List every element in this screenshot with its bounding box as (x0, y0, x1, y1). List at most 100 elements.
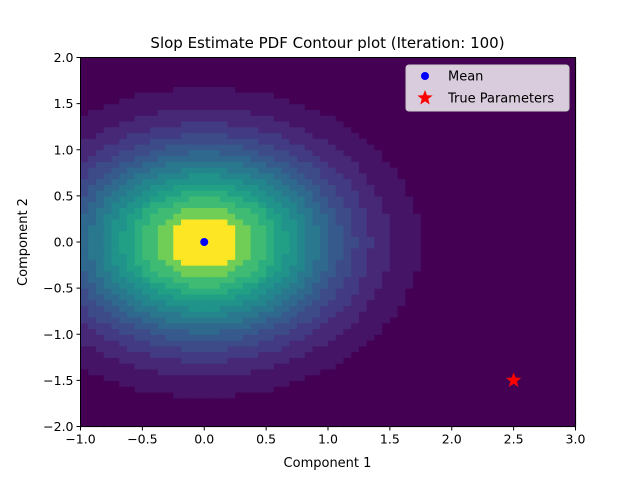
heatmap-cell (88, 386, 97, 393)
heatmap-cell (358, 363, 368, 370)
heatmap-cell (521, 380, 530, 387)
heatmap-cell (328, 161, 337, 168)
heatmap-cell (413, 218, 422, 226)
heatmap-cell (374, 178, 383, 185)
heatmap-cell (266, 138, 275, 145)
heatmap-cell (536, 414, 546, 422)
heatmap-cell (459, 207, 468, 214)
heatmap-cell (560, 322, 569, 330)
heatmap-cell (219, 351, 229, 358)
heatmap-cell (374, 397, 383, 405)
heatmap-cell (420, 316, 430, 324)
heatmap-cell (103, 201, 113, 209)
heatmap-cell (281, 184, 290, 191)
heatmap-cell (227, 138, 236, 145)
heatmap-cell (173, 288, 182, 295)
heatmap-cell (165, 363, 174, 370)
heatmap-cell (196, 103, 205, 110)
heatmap-cell (119, 340, 128, 347)
heatmap-cell (297, 190, 306, 197)
heatmap-cell (312, 109, 321, 116)
heatmap-cell (382, 115, 391, 122)
heatmap-cell (366, 340, 375, 347)
heatmap-cell (88, 149, 97, 157)
heatmap-cell (505, 155, 515, 162)
heatmap-cell (405, 328, 414, 335)
y-tick-label: 1.0 (54, 142, 74, 157)
heatmap-cell (242, 201, 252, 209)
heatmap-cell (150, 126, 159, 134)
heatmap-cell (126, 391, 136, 399)
heatmap-cell (235, 69, 244, 76)
heatmap-cell (420, 391, 430, 399)
heatmap-cell (351, 74, 360, 82)
heatmap-cell (250, 184, 259, 191)
heatmap-cell (150, 57, 159, 64)
heatmap-cell (142, 391, 151, 399)
heatmap-cell (88, 270, 97, 278)
heatmap-cell (536, 305, 546, 312)
heatmap-cell (119, 386, 128, 393)
heatmap-cell (521, 270, 530, 278)
heatmap-cell (474, 143, 484, 151)
heatmap-cell (173, 63, 182, 70)
heatmap-cell (119, 311, 128, 318)
heatmap-cell (366, 172, 375, 180)
heatmap-cell (235, 155, 244, 162)
heatmap-cell (467, 351, 476, 358)
heatmap-cell (235, 391, 244, 399)
heatmap-cell (211, 414, 221, 422)
heatmap-cell (235, 259, 244, 266)
heatmap-cell (389, 253, 399, 260)
heatmap-cell (420, 409, 430, 416)
heatmap-cell (374, 259, 383, 266)
heatmap-cell (211, 363, 221, 370)
heatmap-cell (474, 120, 484, 128)
heatmap-cell (289, 195, 298, 203)
heatmap-cell (560, 190, 569, 197)
heatmap-cell (436, 334, 445, 341)
heatmap-cell (366, 368, 375, 376)
heatmap-cell (111, 282, 120, 289)
heatmap-cell (459, 143, 468, 151)
heatmap-cell (80, 224, 89, 232)
heatmap-cell (405, 414, 414, 422)
heatmap-cell (289, 120, 298, 128)
heatmap-cell (451, 149, 461, 157)
heatmap-cell (88, 161, 97, 168)
heatmap-cell (119, 195, 128, 203)
heatmap-cell (150, 357, 159, 364)
heatmap-cell (444, 340, 453, 347)
heatmap-cell (482, 109, 492, 116)
heatmap-cell (173, 120, 182, 128)
heatmap-cell (242, 184, 252, 191)
heatmap-cell (95, 253, 105, 260)
heatmap-cell (235, 299, 244, 307)
heatmap-cell (211, 80, 221, 87)
heatmap-cell (567, 259, 577, 266)
heatmap-cell (397, 247, 406, 255)
heatmap-cell (444, 391, 453, 399)
heatmap-cell (204, 420, 213, 428)
heatmap-cell (420, 178, 430, 185)
heatmap-cell (142, 311, 151, 318)
heatmap-cell (150, 224, 159, 232)
heatmap-cell (513, 138, 522, 145)
heatmap-cell (95, 190, 105, 197)
heatmap-cell (273, 311, 283, 318)
heatmap-cell (536, 190, 546, 197)
heatmap-cell (529, 316, 538, 324)
heatmap-cell (459, 161, 468, 168)
heatmap-cell (358, 242, 368, 249)
heatmap-cell (358, 316, 368, 324)
heatmap-cell (88, 391, 97, 399)
heatmap-cell (560, 57, 569, 64)
heatmap-cell (413, 115, 422, 122)
heatmap-cell (126, 63, 136, 70)
heatmap-cell (188, 218, 198, 226)
heatmap-cell (389, 414, 399, 422)
heatmap-cell (420, 282, 430, 289)
heatmap-cell (335, 167, 345, 174)
heatmap-cell (111, 178, 120, 185)
heatmap-cell (420, 328, 430, 335)
